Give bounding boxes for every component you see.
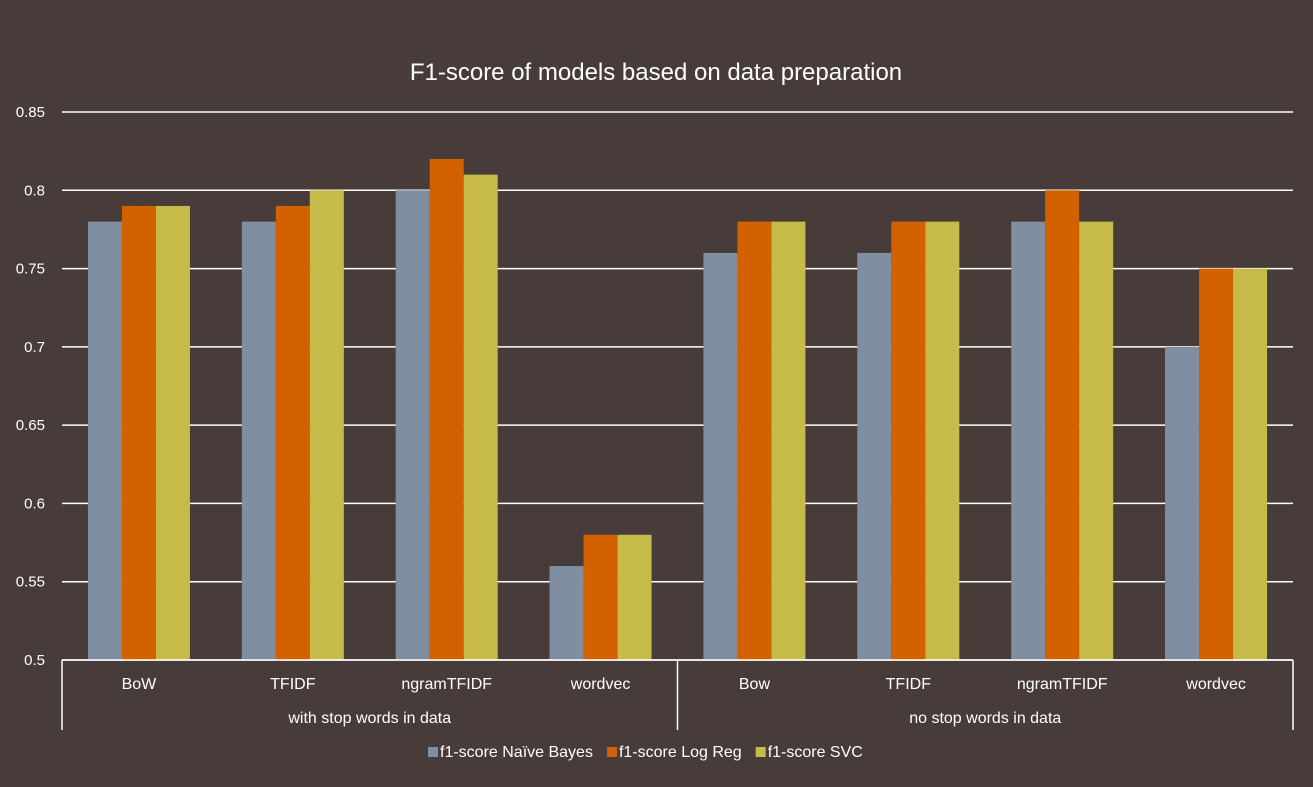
- y-tick-label: 0.55: [16, 574, 45, 591]
- bar: [891, 221, 926, 660]
- legend-item: f1-score SVC: [755, 744, 863, 761]
- chart-title: F1-score of models based on data prepara…: [410, 59, 902, 86]
- bar: [121, 205, 156, 660]
- x-tick-label: Bow: [739, 676, 771, 693]
- y-tick-label: 0.75: [16, 261, 45, 278]
- y-tick-label: 0.85: [16, 104, 45, 121]
- x-tick-label: BoW: [122, 676, 158, 693]
- legend-item: f1-score Naïve Bayes: [428, 744, 593, 761]
- legend-label: f1-score SVC: [768, 744, 863, 761]
- bar: [395, 190, 430, 661]
- y-tick-label: 0.5: [24, 652, 45, 669]
- bar: [155, 205, 190, 660]
- x-tick-label: wordvec: [1185, 676, 1246, 693]
- bars: [87, 158, 1268, 661]
- bar: [1165, 346, 1200, 660]
- y-tick-label: 0.8: [24, 182, 45, 199]
- legend-label: f1-score Naïve Bayes: [440, 744, 593, 761]
- bar: [87, 221, 122, 660]
- bar: [549, 566, 584, 660]
- bar: [241, 221, 276, 660]
- x-tick-label: TFIDF: [270, 676, 316, 693]
- bar: [309, 190, 344, 661]
- bar: [463, 174, 498, 660]
- x-axis: [61, 659, 1294, 730]
- legend-swatch: [428, 747, 438, 757]
- x-tick-label: ngramTFIDF: [1017, 676, 1108, 693]
- y-tick-label: 0.6: [24, 495, 45, 512]
- category-labels: BoW TFIDF ngramTFIDF wordvec Bow TFIDF ngramTF…: [122, 676, 1246, 693]
- legend-item: f1-score Log Reg: [606, 744, 742, 761]
- y-tick-label: 0.7: [24, 339, 45, 356]
- bar: [617, 534, 652, 660]
- bar: [429, 158, 464, 660]
- legend: f1-score Naïve Bayes f1-score Log Reg f1-s…: [428, 744, 863, 761]
- group-label: no stop words in data: [909, 710, 1061, 727]
- bar: [925, 221, 960, 660]
- bar: [1045, 190, 1080, 661]
- bar: [275, 205, 310, 660]
- legend-label: f1-score Log Reg: [619, 744, 742, 761]
- bar: [737, 221, 772, 660]
- bar: [1199, 268, 1234, 660]
- y-tick-label: 0.65: [16, 417, 45, 434]
- group-label: with stop words in data: [287, 710, 451, 727]
- legend-swatch: [606, 747, 617, 757]
- bar: [771, 221, 806, 660]
- bar: [1233, 268, 1268, 660]
- bar: [703, 252, 738, 660]
- bar: [857, 252, 892, 660]
- y-axis-ticks: 0.5 0.55 0.6 0.65 0.7 0.75 0.8 0.85: [16, 104, 45, 669]
- legend-swatch: [755, 747, 766, 757]
- x-tick-label: ngramTFIDF: [401, 676, 492, 693]
- bar: [1079, 221, 1114, 660]
- group-labels: with stop words in data no stop words in …: [287, 710, 1061, 727]
- bar: [1011, 221, 1046, 660]
- x-tick-label: wordvec: [570, 676, 631, 693]
- x-tick-label: TFIDF: [886, 676, 932, 693]
- bar: [583, 534, 618, 660]
